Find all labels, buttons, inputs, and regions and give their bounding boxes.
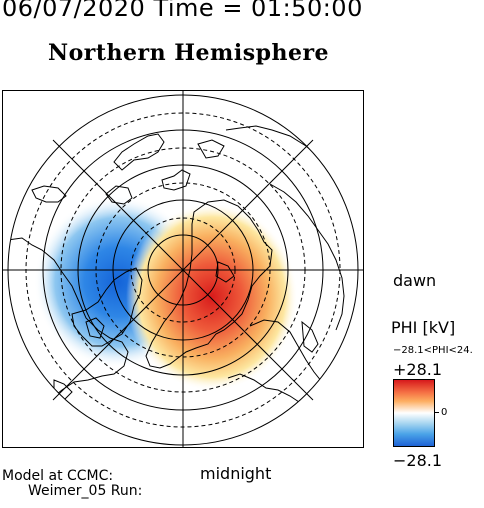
model-label: Model at CCMC: — [2, 468, 114, 484]
meridians — [2, 90, 364, 448]
dawn-label: dawn — [393, 271, 437, 290]
potential-pattern — [34, 196, 298, 391]
colorbar — [393, 379, 435, 447]
colorbar-min-label: −28.1 — [393, 451, 443, 470]
date-time-title: 06/07/2020 Time = 01:50:00 — [2, 0, 363, 22]
colorbar-max-label: +28.1 — [393, 360, 443, 379]
positive-cell — [126, 203, 298, 391]
polar-map — [2, 90, 364, 448]
colorbar-zero-tick — [434, 412, 439, 413]
range-label: −28.1<PHI<24. — [393, 345, 473, 356]
run-label: Weimer_05 Run: — [28, 483, 143, 499]
parameter-label: PHI [kV] — [391, 318, 456, 337]
colorbar-zero-label: 0 — [441, 407, 448, 418]
hemisphere-title: Northern Hemisphere — [48, 40, 330, 66]
midnight-label: midnight — [200, 464, 272, 483]
